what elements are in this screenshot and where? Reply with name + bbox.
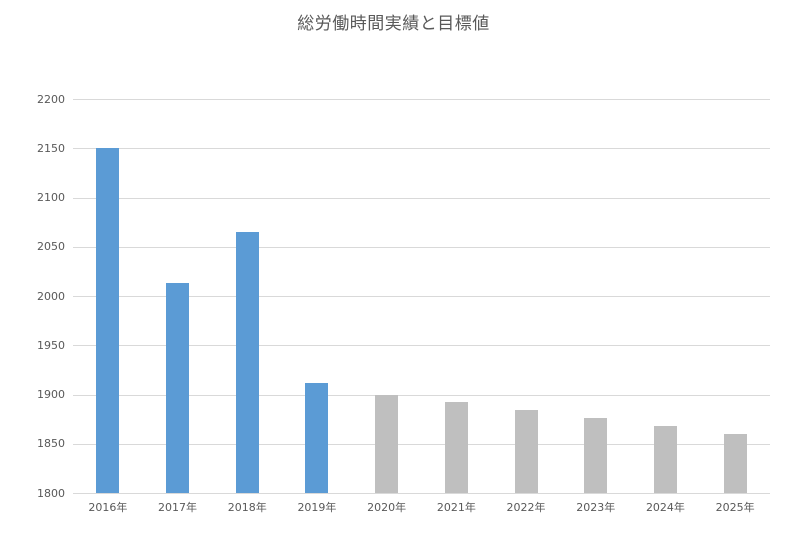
bar-2021年-目標値 [444,402,468,493]
y-tick-label-1950: 1950 [37,338,65,352]
gridline-2000 [73,296,770,297]
bar-2020年-目標値 [375,394,399,493]
bar-2023年-目標値 [584,418,608,493]
y-tick-label-2050: 2050 [37,240,65,254]
y-tick-label-1900: 1900 [37,388,65,401]
gridline-1950 [73,345,770,347]
bar-2018年-実績 [235,231,259,493]
gridline-1900 [73,394,770,396]
y-tick-label-2000: 2000 [37,289,65,303]
x-tick-label-2022年: 2022年 [506,501,546,514]
x-tick-label-2024年: 2024年 [645,501,685,514]
gridline-2150 [73,148,770,150]
x-tick-label-2021年: 2021年 [436,501,476,514]
chart-title: 総労働時間実績と目標値 [297,14,490,34]
bar-2025年-目標値 [723,433,747,493]
gridline-2200 [73,99,770,100]
x-tick-label-2017年: 2017年 [158,501,198,514]
bar-2024年-目標値 [653,426,677,493]
plot-area [73,99,770,494]
bar-2017年-実績 [166,283,190,493]
x-tick-label-2025年: 2025年 [715,501,755,514]
gridline-2050 [73,246,770,248]
y-tick-label-2150: 2150 [37,141,65,155]
y-tick-label-2100: 2100 [37,191,65,204]
bar-2016年-実績 [96,148,120,493]
y-tick-label-1800: 1800 [37,486,65,500]
x-tick-label-2023年: 2023年 [576,501,616,514]
gridline-1850 [73,443,770,445]
x-tick-label-2016年: 2016年 [88,501,128,514]
y-tick-label-1850: 1850 [37,437,65,451]
gridline-1800 [73,493,770,494]
bar-2019年-実績 [305,382,329,493]
y-tick-label-2200: 2200 [37,92,65,106]
x-tick-label-2020年: 2020年 [367,501,407,514]
gridline-2100 [73,197,770,199]
x-tick-label-2019年: 2019年 [297,501,337,514]
bar-2022年-目標値 [514,410,538,493]
x-tick-label-2018年: 2018年 [227,501,267,514]
